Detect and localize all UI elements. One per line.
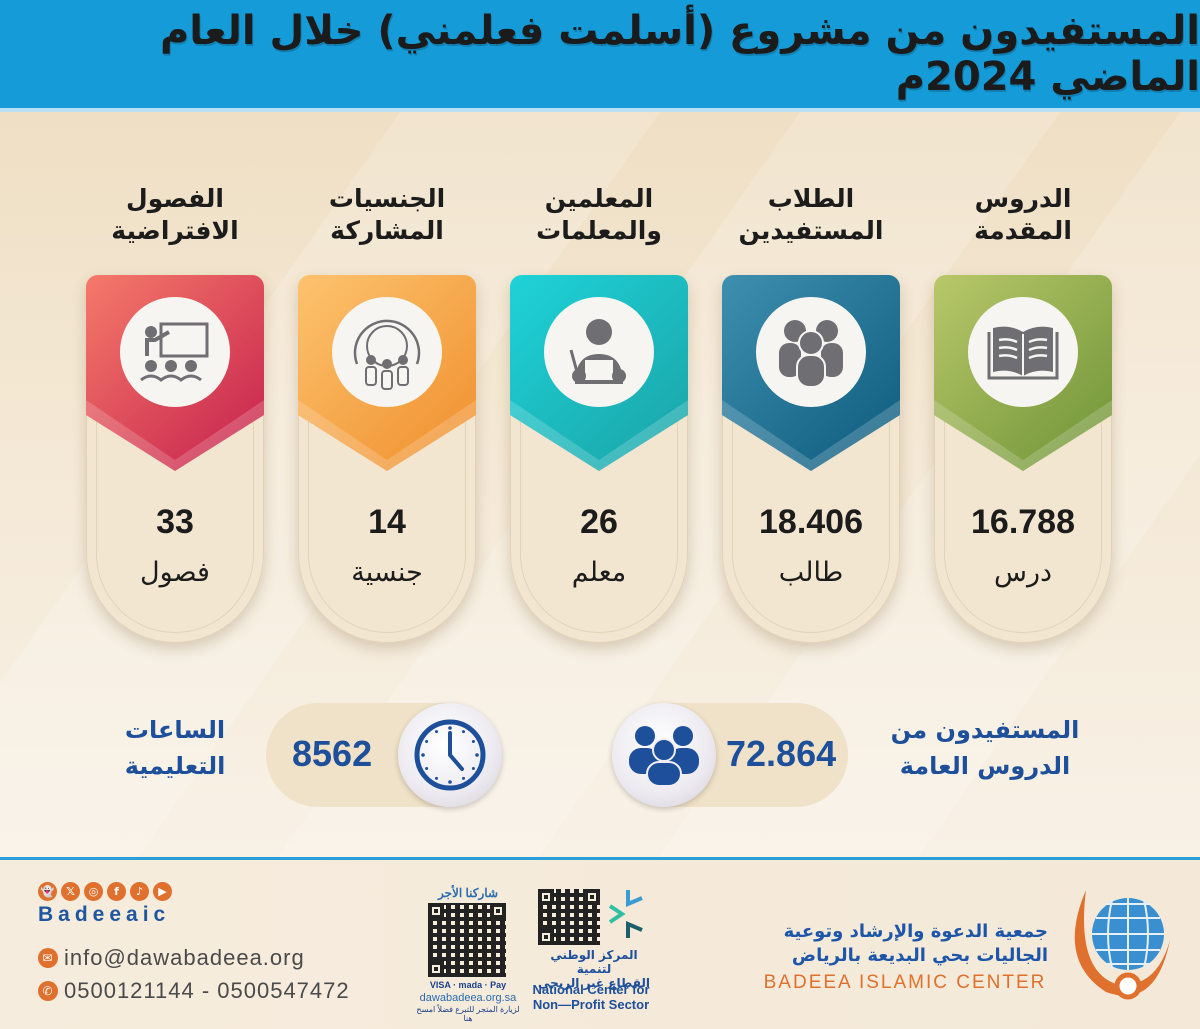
whatsapp-icon: ✆ — [38, 981, 58, 1001]
ncnp-logo-icon — [606, 888, 646, 944]
page-title: المستفيدون من مشروع (أسلمت فعلمني) خلال … — [159, 8, 1200, 100]
stat-unit: معلم — [571, 557, 627, 588]
stat-unit: طالب — [778, 557, 844, 588]
footer-divider — [0, 857, 1200, 860]
stat-card-nationalities: الجنسيات المشاركة 14 جنسية — [298, 184, 476, 643]
general-lessons-pill: 72.864 — [612, 703, 848, 807]
donate-caption: شاركنا الأجر — [437, 886, 499, 900]
footer — [0, 860, 1200, 1029]
open-book-icon — [968, 297, 1078, 407]
teacher-reading-icon — [544, 297, 654, 407]
stat-card-virtual-classes: الفصول الافتراضية 33 فصول — [86, 184, 264, 643]
group-people-icon — [612, 703, 716, 807]
card-title: المعلمين والمعلمات — [536, 184, 662, 245]
donate-note: لزيارة المتجر للتبرع فضلاً امسح هنا — [416, 1005, 520, 1023]
ncnp-name-ar: المركز الوطني لتنمية القطاع غير الربحي — [538, 948, 650, 990]
donate-qr-code[interactable] — [428, 903, 506, 977]
card-title: الدروس المقدمة — [974, 184, 1072, 245]
donate-url[interactable]: dawabadeea.org.sa — [419, 992, 517, 1004]
phones-text[interactable]: 0500121144 - 0500547472 — [64, 978, 350, 1003]
card-title: الفصول الافتراضية — [111, 184, 239, 245]
classroom-presentation-icon — [120, 297, 230, 407]
header-banner: المستفيدون من مشروع (أسلمت فعلمني) خلال … — [0, 0, 1200, 112]
stat-card-students: الطلاب المستفيدين 18.406 طالب — [722, 184, 900, 643]
email-text[interactable]: info@dawabadeea.org — [64, 945, 305, 970]
email-contact[interactable]: ✉ info@dawabadeea.org — [38, 945, 305, 971]
card-title: الطلاب المستفيدين — [738, 184, 884, 245]
globe-people-icon — [332, 297, 442, 407]
teaching-hours-pill: 8562 — [266, 703, 502, 807]
tiktok-icon[interactable]: ♪ — [130, 882, 149, 901]
stat-unit: درس — [993, 557, 1053, 588]
social-handle[interactable]: Badeeaic — [38, 903, 171, 926]
phone-contact[interactable]: ✆ 0500121144 - 0500547472 — [38, 978, 350, 1004]
ncnp-qr-code[interactable] — [538, 889, 600, 945]
stat-value: 16.788 — [971, 503, 1075, 541]
stat-value: 26 — [580, 503, 618, 541]
org-name-ar: جمعية الدعوة والإرشاد وتوعية الجاليات بحي… — [783, 921, 1048, 966]
stat-card-lessons: الدروس المقدمة 16.788 درس — [934, 184, 1112, 643]
facebook-icon[interactable]: f — [107, 882, 126, 901]
teaching-hours-label: الساعات التعليمية — [124, 716, 226, 780]
org-name-en: BADEEA ISLAMIC CENTER — [763, 972, 1047, 993]
clock-icon — [398, 703, 502, 807]
instagram-icon[interactable]: ◎ — [84, 882, 103, 901]
general-lessons-value: 72.864 — [726, 733, 837, 774]
stat-unit: فصول — [140, 557, 210, 588]
social-icons: 👻 𝕏 ◎ f ♪ ▶ — [38, 882, 172, 901]
stat-value: 18.406 — [759, 503, 863, 541]
stat-value: 33 — [156, 503, 194, 541]
stat-card-teachers: المعلمين والمعلمات 26 معلم — [510, 184, 688, 643]
ncnp-name-en: National Center for Non—Profit Sector — [532, 982, 650, 1012]
payment-methods: VISA · mada · Pay — [429, 980, 507, 990]
general-lessons-label: المستفيدون من الدروس العامة — [890, 716, 1080, 780]
group-people-icon — [756, 297, 866, 407]
x-icon[interactable]: 𝕏 — [61, 882, 80, 901]
snapchat-icon[interactable]: 👻 — [38, 882, 57, 901]
youtube-icon[interactable]: ▶ — [153, 882, 172, 901]
globe-logo-icon — [1066, 880, 1176, 1010]
card-title: الجنسيات المشاركة — [328, 184, 446, 245]
stat-unit: جنسية — [351, 557, 423, 588]
stat-value: 14 — [368, 503, 406, 541]
teaching-hours-value: 8562 — [292, 733, 373, 774]
mail-icon: ✉ — [38, 948, 58, 968]
